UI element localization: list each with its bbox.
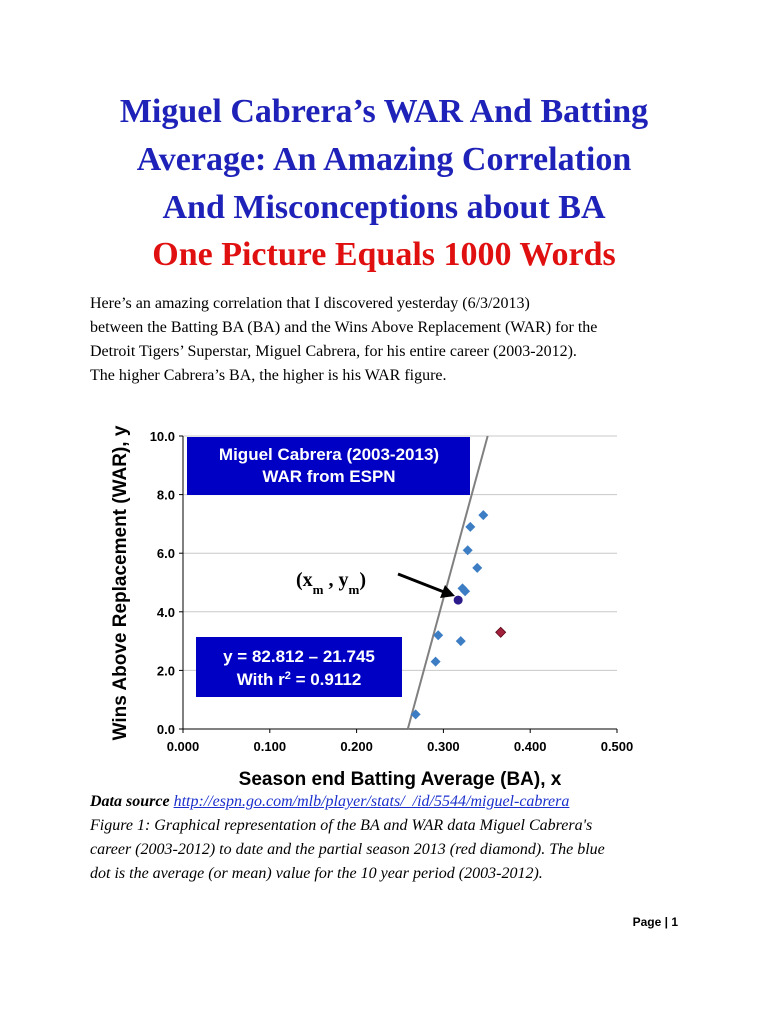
x-tick-label: 0.300	[427, 739, 460, 754]
y-axis-label: Wins Above Replacement (WAR), y	[110, 425, 131, 740]
point-label-part: )	[359, 569, 366, 591]
caption-line: dot is the average (or mean) value for t…	[90, 865, 543, 882]
x-tick-label: 0.500	[601, 739, 634, 754]
data-point	[465, 521, 476, 532]
point-label-part: m	[313, 582, 324, 597]
y-tick-label: 0.0	[157, 722, 175, 737]
data-point	[433, 630, 444, 641]
subtitle: One Picture Equals 1000 Words	[152, 236, 616, 273]
y-tick-label: 6.0	[157, 546, 175, 561]
equation-part: 2	[285, 670, 291, 682]
intro-line: Here’s an amazing correlation that I dis…	[90, 295, 530, 312]
x-axis-label: Season end Batting Average (BA), x	[239, 769, 562, 790]
x-tick-label: 0.000	[167, 739, 200, 754]
x-tick-label: 0.400	[514, 739, 547, 754]
point-label-part: , y	[324, 569, 349, 591]
point-label: (xm , ym)	[296, 569, 366, 597]
data-point	[462, 545, 473, 556]
arrow-head	[440, 585, 455, 598]
point-label-part: m	[349, 582, 360, 597]
mean-point	[453, 595, 463, 605]
equation-part: = 0.9112	[291, 670, 361, 689]
data-point	[472, 562, 483, 573]
equation-text: y = 82.812 – 21.745	[223, 647, 375, 666]
intro-line: The higher Cabrera’s BA, the higher is h…	[90, 367, 447, 384]
caption-line: career (2003-2012) to date and the parti…	[90, 841, 605, 858]
x-tick-label: 0.200	[340, 739, 373, 754]
arrow	[397, 572, 445, 594]
x-tick-label: 0.100	[254, 739, 287, 754]
annotation-text: WAR from ESPN	[262, 467, 395, 486]
y-tick-label: 8.0	[157, 488, 175, 503]
annotation-box	[187, 437, 470, 495]
equation-part: With r	[237, 670, 285, 689]
title-line: Miguel Cabrera’s WAR And Batting	[119, 93, 649, 130]
data-point	[478, 510, 489, 521]
source-label: Data source	[90, 793, 170, 810]
source-link[interactable]: http://espn.go.com/mlb/player/stats/_/id…	[173, 793, 570, 810]
caption-line: Figure 1: Graphical representation of th…	[90, 817, 593, 834]
data-point	[460, 586, 471, 597]
equation-box	[196, 637, 402, 697]
data-point	[455, 636, 466, 647]
data-point	[495, 626, 507, 638]
y-tick-label: 4.0	[157, 605, 175, 620]
title-line: Average: An Amazing Correlation	[136, 141, 632, 178]
intro-line: Detroit Tigers’ Superstar, Miguel Cabrer…	[90, 343, 577, 360]
source-line: Data source http://espn.go.com/mlb/playe…	[90, 790, 569, 814]
data-point	[410, 709, 421, 720]
page-footer: Page | 1	[632, 915, 678, 929]
data-point	[430, 656, 441, 667]
y-tick-label: 10.0	[150, 429, 175, 444]
y-tick-label: 2.0	[157, 663, 175, 678]
equation-text: With r2 = 0.9112	[237, 670, 362, 689]
trend-line	[406, 435, 489, 730]
point-label-part: (x	[296, 569, 313, 591]
title-line: And Misconceptions about BA	[162, 189, 606, 226]
intro-line: between the Batting BA (BA) and the Wins…	[90, 319, 598, 336]
annotation-text: Miguel Cabrera (2003-2013)	[219, 445, 439, 464]
